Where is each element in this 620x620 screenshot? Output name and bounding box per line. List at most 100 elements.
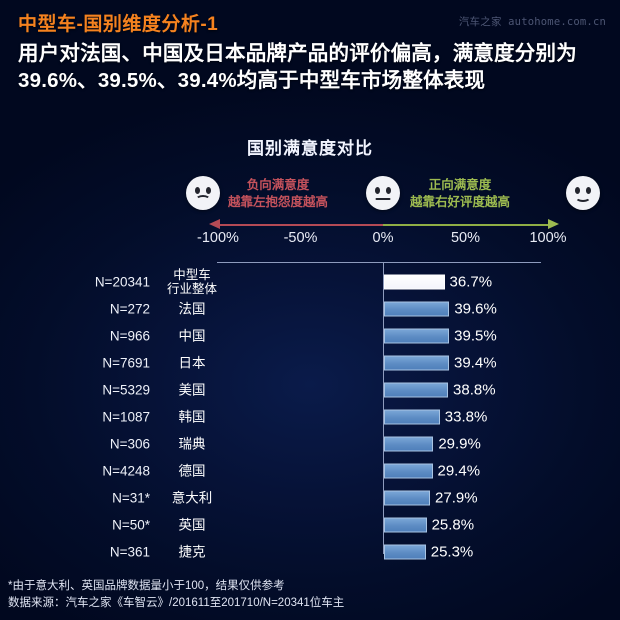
- category-label: 意大利: [156, 490, 228, 505]
- bar-value-label: 39.4%: [454, 354, 497, 371]
- bar: [384, 409, 440, 424]
- axis-tick-2: 0%: [372, 230, 394, 246]
- bar: [384, 463, 433, 478]
- category-label-line1: 瑞典: [178, 435, 206, 451]
- bar-row: N=50* 英国 25.8%: [0, 511, 620, 538]
- bar-value-label: 36.7%: [449, 273, 493, 290]
- bar-row: N=31* 意大利 27.9%: [0, 484, 620, 511]
- bar-value-label: 29.4%: [437, 462, 481, 479]
- axis-tick-3: 50%: [450, 230, 481, 246]
- category-label-line1: 捷克: [178, 543, 206, 559]
- bar-value-label: 27.9%: [435, 489, 478, 506]
- axis-tick-labels: -100% -50% 0% 50% 100%: [0, 230, 620, 250]
- bar: [384, 544, 426, 559]
- category-label: 韩国: [156, 409, 228, 424]
- axis-tick-1: -50%: [283, 230, 318, 246]
- bar-row: N=4248 德国 29.4%: [0, 457, 620, 484]
- sad-face-icon: [186, 176, 220, 210]
- sample-size-label: N=306: [109, 436, 150, 451]
- bar: [384, 490, 431, 505]
- arrow-right-icon: [548, 219, 559, 229]
- sample-size-label: N=7691: [102, 355, 150, 370]
- bar-value-label: 33.8%: [444, 408, 488, 425]
- footnote-text: *由于意大利、英国品牌数据量小于100，结果仅供参考: [8, 579, 285, 592]
- satisfaction-scale-legend: 负向满意度 越靠左抱怨度越高 正向满意度 越靠右好评度越高 -100% -50% 0…: [0, 172, 620, 252]
- bar: [384, 301, 450, 316]
- category-label-line2: 行业整体: [166, 281, 217, 296]
- category-label: 瑞典: [156, 436, 228, 451]
- data-source-text: 数据来源：汽车之家《车智云》/201611至201710/N=20341位车主: [8, 596, 345, 609]
- mouth: [575, 192, 591, 202]
- category-label: 美国: [156, 382, 228, 397]
- bar-row: N=5329 美国 38.8%: [0, 376, 620, 403]
- happy-face-icon: [566, 176, 600, 210]
- mouth: [375, 197, 391, 200]
- category-label-line1: 韩国: [178, 408, 206, 424]
- subheading-text: 用户对法国、中国及日本品牌产品的评价偏高，满意度分别为39.6%、39.5%、3…: [18, 42, 577, 93]
- bar-value-label: 29.9%: [438, 435, 481, 452]
- category-label: 中国: [156, 328, 228, 343]
- category-label: 英国: [156, 517, 228, 532]
- bar-chart: N=20341 中型车 行业整体 36.7% N=272 法国 39.6% N=966 中国 39…: [0, 262, 620, 562]
- zero-axis-line: [383, 262, 384, 554]
- axis-tick-0: -100%: [197, 230, 239, 246]
- bar: [384, 274, 445, 289]
- negative-scale-caption: 负向满意度 越靠左抱怨度越高: [228, 177, 328, 211]
- sample-size-label: N=5329: [102, 382, 150, 397]
- eye-right: [206, 187, 211, 194]
- sample-size-label: N=361: [109, 544, 150, 559]
- category-label-line1: 德国: [178, 462, 206, 478]
- eye-left: [375, 187, 380, 194]
- category-label-line1: 日本: [178, 354, 206, 370]
- page-title: 中型车-国别维度分析-1: [18, 14, 219, 35]
- axis-tick-4: 100%: [529, 230, 567, 246]
- bar: [384, 355, 449, 370]
- positive-caption-line1: 正向满意度: [428, 178, 492, 192]
- positive-caption-line2: 越靠右好评度越高: [410, 194, 511, 209]
- positive-scale-caption: 正向满意度 越靠右好评度越高: [410, 177, 510, 211]
- negative-axis-line: [218, 224, 383, 226]
- bar-row: N=966 中国 39.5%: [0, 322, 620, 349]
- sample-size-label: N=272: [109, 301, 150, 316]
- bar-row: N=272 法国 39.6%: [0, 295, 620, 322]
- bar-value-label: 38.8%: [453, 381, 496, 398]
- chart-title: 国别满意度对比: [247, 139, 373, 158]
- category-label-line1: 英国: [178, 516, 206, 532]
- arrow-left-icon: [209, 219, 220, 229]
- bar-value-label: 25.3%: [430, 543, 474, 560]
- footer-notes: *由于意大利、英国品牌数据量小于100，结果仅供参考 数据来源：汽车之家《车智云…: [8, 578, 608, 613]
- eye-left: [195, 187, 200, 194]
- category-label: 捷克: [156, 544, 228, 559]
- sample-size-label: N=50*: [112, 517, 150, 532]
- bar-value-label: 39.6%: [454, 300, 497, 317]
- bar-value-label: 25.8%: [431, 516, 475, 533]
- bar-row: N=20341 中型车 行业整体 36.7%: [0, 267, 620, 296]
- sample-size-label: N=966: [109, 328, 150, 343]
- bar: [384, 328, 450, 343]
- eye-right: [586, 187, 591, 194]
- eye-right: [386, 187, 391, 194]
- bar-row: N=361 捷克 25.3%: [0, 538, 620, 565]
- mouth: [195, 195, 211, 204]
- sample-size-label: N=1087: [102, 409, 150, 424]
- bar: [384, 382, 449, 397]
- positive-axis-line: [383, 224, 548, 226]
- category-label-line1: 中国: [178, 327, 206, 343]
- category-label-line1: 意大利: [171, 489, 213, 505]
- chart-top-rule: [217, 262, 541, 263]
- sample-size-label: N=20341: [94, 274, 150, 289]
- category-label: 法国: [156, 301, 228, 316]
- scale-arrows: [0, 219, 620, 231]
- bar-row: N=7691 日本 39.4%: [0, 349, 620, 376]
- category-label-line1: 中型车: [173, 267, 211, 282]
- bar: [384, 436, 434, 451]
- category-label-line1: 法国: [178, 300, 206, 316]
- bar-row: N=306 瑞典 29.9%: [0, 430, 620, 457]
- watermark-logo: 汽车之家 autohome.com.cn: [458, 16, 606, 28]
- category-label: 德国: [156, 463, 228, 478]
- eye-left: [575, 187, 580, 194]
- negative-caption-line2: 越靠左抱怨度越高: [228, 194, 329, 209]
- category-label: 日本: [156, 355, 228, 370]
- sample-size-label: N=31*: [112, 490, 150, 505]
